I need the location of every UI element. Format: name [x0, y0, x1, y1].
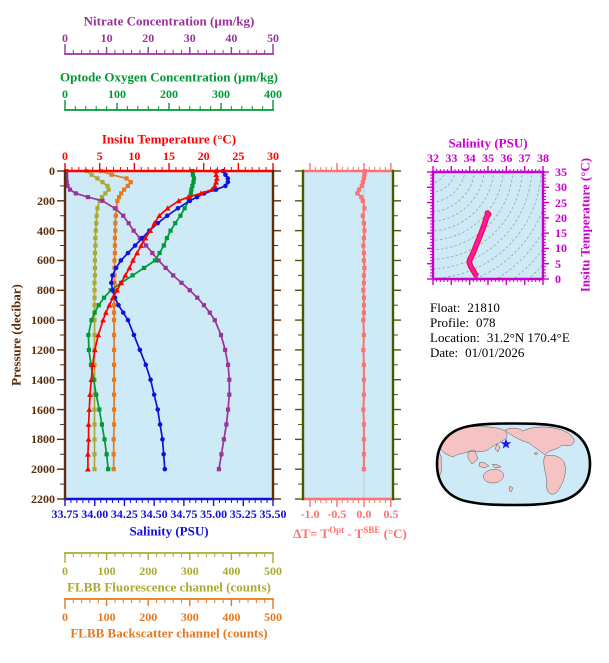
delta-title-post: (°C) [380, 526, 407, 542]
profile-value: 078 [476, 315, 496, 330]
profile-curve-circle-1 [109, 168, 231, 472]
delta-title-sup-sbe: SBE [363, 524, 381, 535]
world-map [435, 422, 592, 507]
float-label: Float: [430, 300, 461, 315]
ts-salinity-axis-title: Salinity (PSU) [448, 135, 528, 151]
backscatter-axis-title: FLBB Backscatter channel (counts) [70, 625, 268, 641]
date-value: 01/01/2026 [465, 345, 525, 360]
float-position-star [500, 438, 512, 449]
salinity-axis-title: Salinity (PSU) [129, 523, 209, 539]
ts-temperature-axis-title: Insitu Temperature (°C) [577, 157, 593, 293]
ts-curve [466, 210, 492, 280]
float-info-block: Float: 21810 Profile: 078 Location: 31.2°N … [430, 300, 570, 360]
delta-t-panel [355, 168, 368, 499]
profile-label: Profile: [430, 315, 469, 330]
profile-curve-triangle-0 [84, 168, 220, 472]
main-plot-frame [57, 163, 281, 506]
top-rulers [64, 44, 274, 609]
delta-title-pre: ΔT= T [293, 526, 330, 542]
nitrate-axis-title: Nitrate Concentration (µm/kg) [83, 13, 255, 29]
float-info-line: Float: 21810 [430, 300, 570, 315]
ts-frame [427, 166, 549, 285]
date-label: Date: [430, 345, 459, 360]
delta-title-mid: - T [344, 526, 364, 542]
oxygen-axis-title: Optode Oxygen Concentration (µm/kg) [59, 69, 279, 85]
float-info-line: Location: 31.2°N 170.4°E [430, 330, 570, 345]
fluorescence-axis-title: FLBB Fluorescence channel (counts) [67, 579, 271, 595]
float-value: 21810 [467, 300, 500, 315]
float-info-line: Date: 01/01/2026 [430, 345, 570, 360]
pressure-axis-title: Pressure (decibar) [8, 284, 24, 386]
delta-t-frame [295, 163, 401, 507]
location-value: 31.2°N 170.4°E [486, 330, 570, 345]
delta-title-sup-opt: Opt [329, 524, 345, 535]
profile-curve-square-3 [64, 168, 232, 472]
delta-t-axis-title: ΔT= TOpt - TSBE (°C) [293, 524, 407, 540]
float-info-line: Profile: 078 [430, 315, 570, 330]
temperature-axis-title: Insitu Temperature (°C) [101, 131, 237, 147]
location-label: Location: [430, 330, 480, 345]
